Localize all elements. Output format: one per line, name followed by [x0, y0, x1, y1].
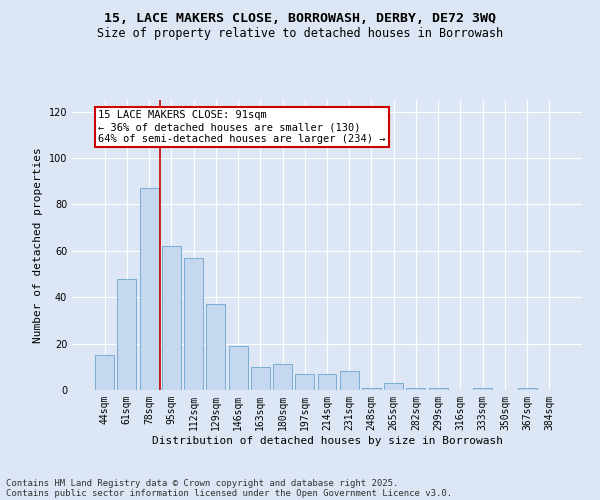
Bar	[273, 364, 292, 390]
Bar	[406, 388, 425, 390]
Bar	[473, 388, 492, 390]
Bar	[206, 304, 225, 390]
Text: Size of property relative to detached houses in Borrowash: Size of property relative to detached ho…	[97, 28, 503, 40]
Bar	[317, 374, 337, 390]
Bar	[184, 258, 203, 390]
Text: 15 LACE MAKERS CLOSE: 91sqm
← 36% of detached houses are smaller (130)
64% of se: 15 LACE MAKERS CLOSE: 91sqm ← 36% of det…	[98, 110, 385, 144]
Bar	[162, 246, 181, 390]
Bar	[295, 374, 314, 390]
Text: 15, LACE MAKERS CLOSE, BORROWASH, DERBY, DE72 3WQ: 15, LACE MAKERS CLOSE, BORROWASH, DERBY,…	[104, 12, 496, 26]
Bar	[384, 383, 403, 390]
Text: Contains HM Land Registry data © Crown copyright and database right 2025.: Contains HM Land Registry data © Crown c…	[6, 478, 398, 488]
Bar	[95, 355, 114, 390]
Bar	[251, 367, 270, 390]
Y-axis label: Number of detached properties: Number of detached properties	[33, 147, 43, 343]
Bar	[118, 278, 136, 390]
X-axis label: Distribution of detached houses by size in Borrowash: Distribution of detached houses by size …	[151, 436, 503, 446]
Bar	[229, 346, 248, 390]
Bar	[429, 388, 448, 390]
Bar	[362, 388, 381, 390]
Bar	[140, 188, 158, 390]
Text: Contains public sector information licensed under the Open Government Licence v3: Contains public sector information licen…	[6, 488, 452, 498]
Bar	[518, 388, 536, 390]
Bar	[340, 372, 359, 390]
